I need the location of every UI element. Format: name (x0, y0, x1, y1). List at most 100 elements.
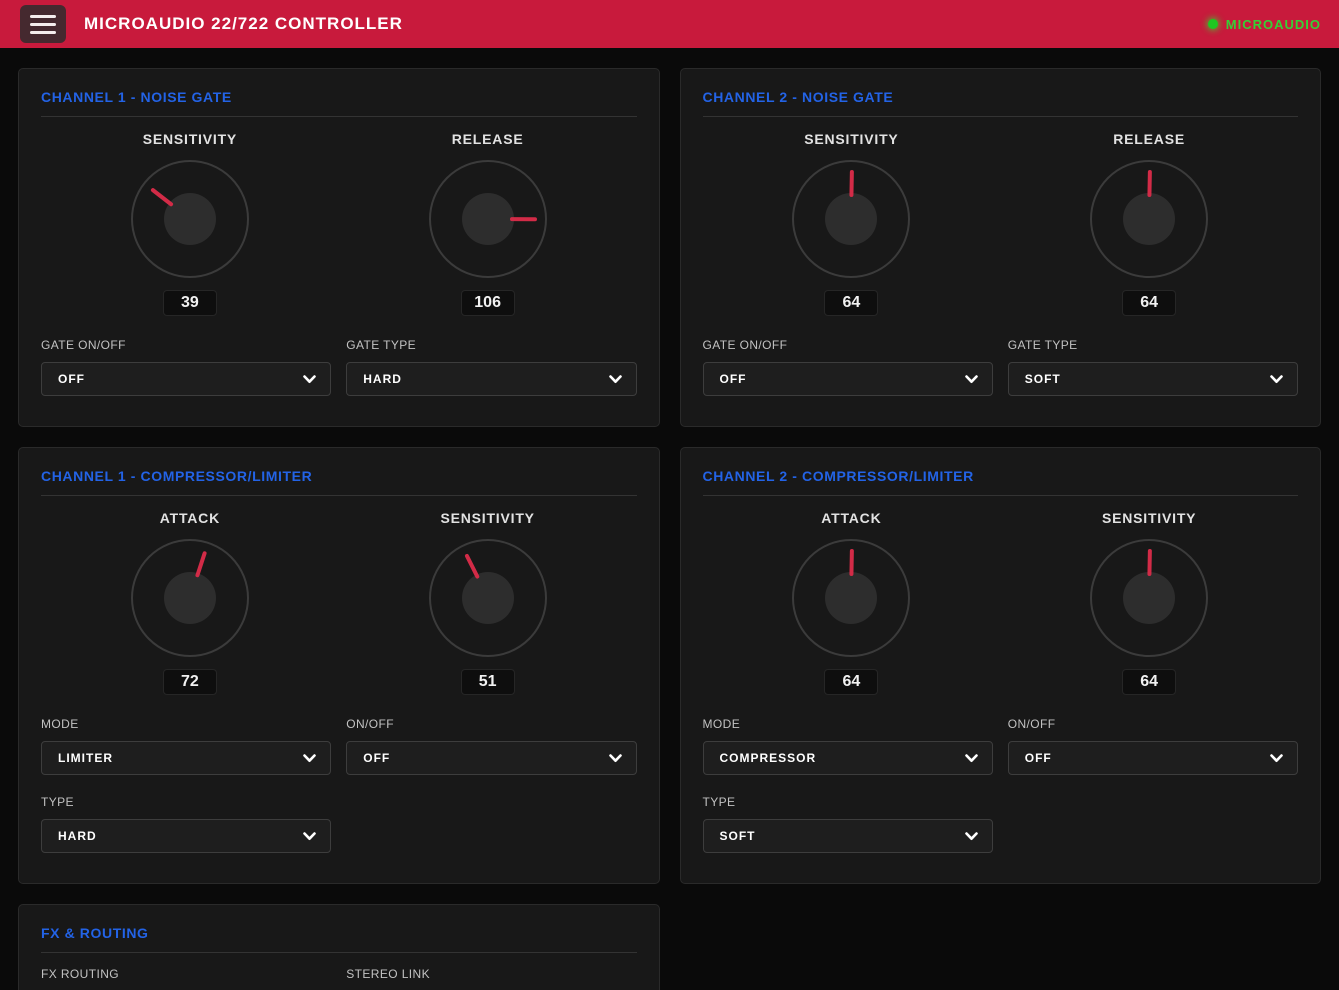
knob-cap (1123, 572, 1176, 624)
field-type: TYPE SOFT (702, 795, 993, 853)
field-label: TYPE (41, 795, 74, 809)
ch2-comp-sensitivity-knob[interactable] (1090, 539, 1209, 657)
select-value: HARD (363, 372, 402, 386)
chevron-down-icon (1270, 753, 1283, 763)
ch1-gate-release-knob[interactable] (428, 160, 547, 278)
knob-group-attack: ATTACK 72 (130, 510, 249, 695)
field-label: GATE TYPE (346, 338, 417, 352)
panel-ch1-noise-gate: CHANNEL 1 - NOISE GATE SENSITIVITY 39 RE… (18, 68, 660, 427)
knob-value: 51 (460, 669, 515, 695)
knob-label: ATTACK (821, 510, 882, 526)
knob-label: ATTACK (159, 510, 221, 526)
section-title: CHANNEL 1 - COMPRESSOR/LIMITER (41, 468, 313, 484)
divider (702, 495, 1298, 496)
field-label: ON/OFF (346, 717, 394, 731)
divider (41, 952, 637, 953)
knob-cap (1123, 193, 1176, 245)
section-title: CHANNEL 2 - COMPRESSOR/LIMITER (702, 468, 974, 484)
ch2-gate-release-knob[interactable] (1090, 160, 1209, 278)
knob-value: 64 (824, 290, 879, 316)
select-value: COMPRESSOR (719, 751, 817, 765)
page-title: MICROAUDIO 22/722 CONTROLLER (84, 14, 403, 33)
select-value: OFF (58, 372, 85, 386)
ch1-gate-onoff-select[interactable]: OFF (41, 362, 332, 396)
knob-group-attack: ATTACK 64 (792, 510, 911, 695)
knob-group-sensitivity: SENSITIVITY 51 (428, 510, 547, 695)
field-gate-type: GATE TYPE HARD (346, 338, 637, 396)
panel-ch1-compressor: CHANNEL 1 - COMPRESSOR/LIMITER ATTACK 72… (18, 447, 660, 884)
knob-label: SENSITIVITY (142, 131, 238, 147)
field-label: MODE (702, 717, 741, 731)
ch1-gate-type-select[interactable]: HARD (346, 362, 637, 396)
chevron-down-icon (303, 831, 317, 841)
knob-group-sensitivity: SENSITIVITY 64 (792, 131, 911, 316)
field-mode: MODE LIMITER (41, 717, 332, 775)
knob-label: RELEASE (1113, 131, 1185, 147)
chevron-down-icon (964, 374, 978, 384)
field-gate-onoff: GATE ON/OFF OFF (41, 338, 332, 396)
field-label: GATE TYPE (1007, 338, 1078, 352)
ch2-comp-mode-select[interactable]: COMPRESSOR (702, 741, 993, 775)
field-label: ON/OFF (1007, 717, 1056, 731)
field-onoff: ON/OFF OFF (346, 717, 637, 775)
divider (41, 116, 637, 117)
knob-group-release: RELEASE 64 (1090, 131, 1209, 316)
chevron-down-icon (1270, 374, 1283, 384)
select-value: OFF (719, 372, 747, 386)
ch1-comp-onoff-select[interactable]: OFF (346, 741, 637, 775)
select-value: SOFT (719, 829, 756, 843)
knob-label: RELEASE (451, 131, 524, 147)
knob-label: SENSITIVITY (1101, 510, 1197, 526)
knob-cap (461, 193, 514, 245)
knob-cap (163, 193, 216, 245)
chevron-down-icon (303, 753, 317, 763)
ch1-comp-type-select[interactable]: HARD (41, 819, 332, 853)
field-label: GATE ON/OFF (41, 338, 126, 352)
section-title: CHANNEL 1 - NOISE GATE (41, 89, 232, 105)
chevron-down-icon (608, 374, 622, 384)
ch1-comp-attack-knob[interactable] (130, 539, 249, 657)
ch2-gate-sensitivity-knob[interactable] (792, 160, 911, 278)
chevron-down-icon (608, 753, 622, 763)
knob-cap (163, 572, 216, 624)
field-label: STEREO LINK (346, 967, 431, 981)
chevron-down-icon (964, 831, 978, 841)
ch2-comp-type-select[interactable]: SOFT (702, 819, 993, 853)
divider (702, 116, 1298, 117)
ch2-comp-attack-knob[interactable] (792, 539, 911, 657)
field-label: FX ROUTING (41, 967, 119, 981)
knob-group-sensitivity: SENSITIVITY 39 (130, 131, 249, 316)
select-value: OFF (1024, 751, 1052, 765)
hamburger-menu-button[interactable] (20, 5, 66, 43)
ch2-gate-type-select[interactable]: SOFT (1007, 362, 1298, 396)
ch1-comp-mode-select[interactable]: LIMITER (41, 741, 332, 775)
ch1-gate-sensitivity-knob[interactable] (130, 160, 249, 278)
field-label: MODE (41, 717, 79, 731)
field-type: TYPE HARD (41, 795, 332, 853)
select-value: OFF (363, 751, 391, 765)
panel-ch2-noise-gate: CHANNEL 2 - NOISE GATE SENSITIVITY 64 RE… (679, 68, 1321, 427)
knob-cap (461, 572, 514, 624)
ch1-comp-sensitivity-knob[interactable] (428, 539, 547, 657)
knob-cap (825, 193, 878, 245)
chevron-down-icon (964, 753, 978, 763)
ch2-comp-onoff-select[interactable]: OFF (1007, 741, 1298, 775)
chevron-down-icon (303, 374, 317, 384)
knob-value: 72 (162, 669, 217, 695)
status-label: MICROAUDIO (1225, 16, 1321, 32)
app-header: MICROAUDIO 22/722 CONTROLLER MICROAUDIO (0, 0, 1339, 48)
knob-value: 64 (1122, 669, 1177, 695)
ch2-gate-onoff-select[interactable]: OFF (702, 362, 993, 396)
main-content: CHANNEL 1 - NOISE GATE SENSITIVITY 39 RE… (0, 48, 1339, 990)
field-gate-onoff: GATE ON/OFF OFF (702, 338, 993, 396)
field-fx-routing: FX ROUTING PRE (41, 967, 331, 990)
connection-status: MICROAUDIO (1207, 16, 1321, 32)
select-value: LIMITER (58, 751, 113, 765)
section-title: CHANNEL 2 - NOISE GATE (702, 89, 894, 105)
status-dot-icon (1207, 19, 1218, 29)
knob-cap (825, 572, 878, 624)
knob-group-release: RELEASE 106 (428, 131, 547, 316)
field-mode: MODE COMPRESSOR (702, 717, 993, 775)
field-label: TYPE (702, 795, 736, 809)
knob-value: 39 (162, 290, 217, 316)
